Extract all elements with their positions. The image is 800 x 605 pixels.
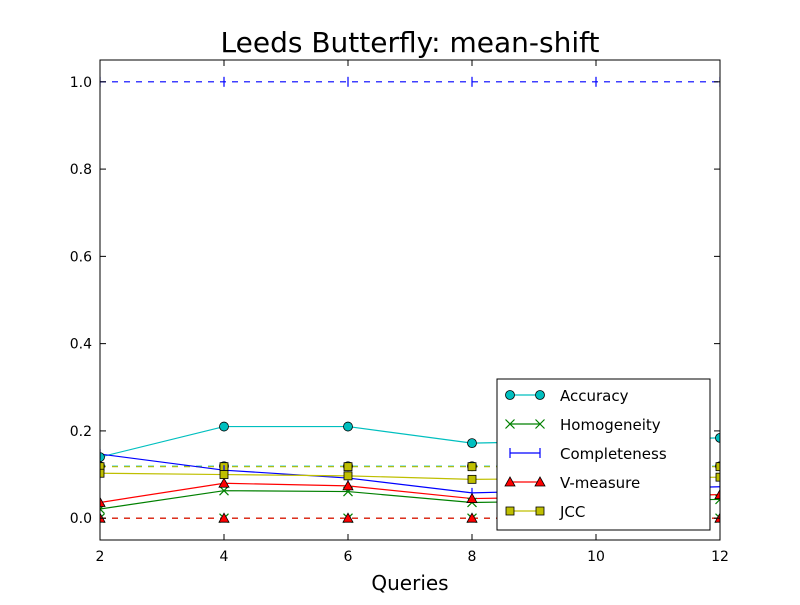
y-tick-label: 1.0: [70, 75, 92, 91]
data-point-homogeneity: [219, 485, 229, 496]
y-tick-label: 0.2: [70, 424, 92, 440]
data-point-accuracy: [467, 438, 477, 449]
data-point-v-measure: [466, 492, 478, 503]
data-point-accuracy: [343, 421, 353, 432]
y-tick-label: 0.0: [70, 511, 92, 527]
legend-box: [496, 378, 711, 531]
data-point-v-measure: [100, 496, 106, 507]
x-tick-label: 12: [711, 549, 729, 565]
axes-frame: [99, 59, 721, 541]
data-point-v-measure: [342, 480, 354, 491]
baseline-point-jcc: [343, 462, 353, 472]
legend-label-completeness: Completeness: [560, 445, 667, 463]
chart-title: Leeds Butterfly: mean-shift: [221, 26, 600, 59]
data-point-jcc: [343, 471, 353, 481]
y-tick-label: 0.4: [70, 337, 92, 353]
baseline-point-v-measure: [218, 512, 230, 523]
x-tick-label: 6: [344, 549, 353, 565]
y-tick-label: 0.6: [70, 249, 92, 265]
legend-marker-accuracy: [505, 390, 515, 400]
legend-label-v-measure: V-measure: [560, 474, 640, 492]
data-point-accuracy: [100, 452, 105, 462]
legend-label-accuracy: Accuracy: [560, 387, 629, 405]
data-point-jcc: [715, 472, 720, 482]
x-tick-label: 10: [587, 549, 605, 565]
data-point-jcc: [467, 474, 477, 484]
x-tick-label: 4: [220, 549, 229, 565]
legend-marker-jcc: [535, 506, 545, 516]
baseline-point-jcc: [715, 462, 720, 472]
legend-marker-jcc: [505, 506, 515, 516]
legend-marker-homogeneity: [505, 419, 515, 429]
data-point-jcc: [219, 470, 229, 479]
x-tick-label: 2: [96, 549, 105, 565]
x-axis-label: Queries: [371, 571, 448, 595]
data-point-v-measure: [218, 477, 230, 488]
data-point-accuracy: [219, 421, 229, 432]
legend-marker-v-measure: [534, 476, 546, 487]
y-tick-label: 0.8: [70, 162, 92, 178]
legend: Accuracy Homogeneity Completeness V-measure…: [496, 378, 711, 531]
legend-marker-accuracy: [535, 390, 545, 400]
baseline-point-v-measure: [342, 512, 354, 523]
data-point-v-measure: [714, 488, 720, 500]
x-tick-label: 8: [468, 549, 477, 565]
baseline-point-jcc: [467, 462, 477, 472]
legend-label-homogeneity: Homogeneity: [560, 416, 661, 434]
legend-marker-v-measure: [504, 476, 516, 487]
legend-label-jcc: JCC: [559, 503, 585, 521]
data-point-jcc: [100, 468, 105, 478]
data-point-accuracy: [715, 432, 720, 443]
legend-marker-homogeneity: [535, 419, 545, 429]
baseline-point-v-measure: [466, 512, 478, 523]
baseline-point-jcc: [100, 462, 105, 472]
